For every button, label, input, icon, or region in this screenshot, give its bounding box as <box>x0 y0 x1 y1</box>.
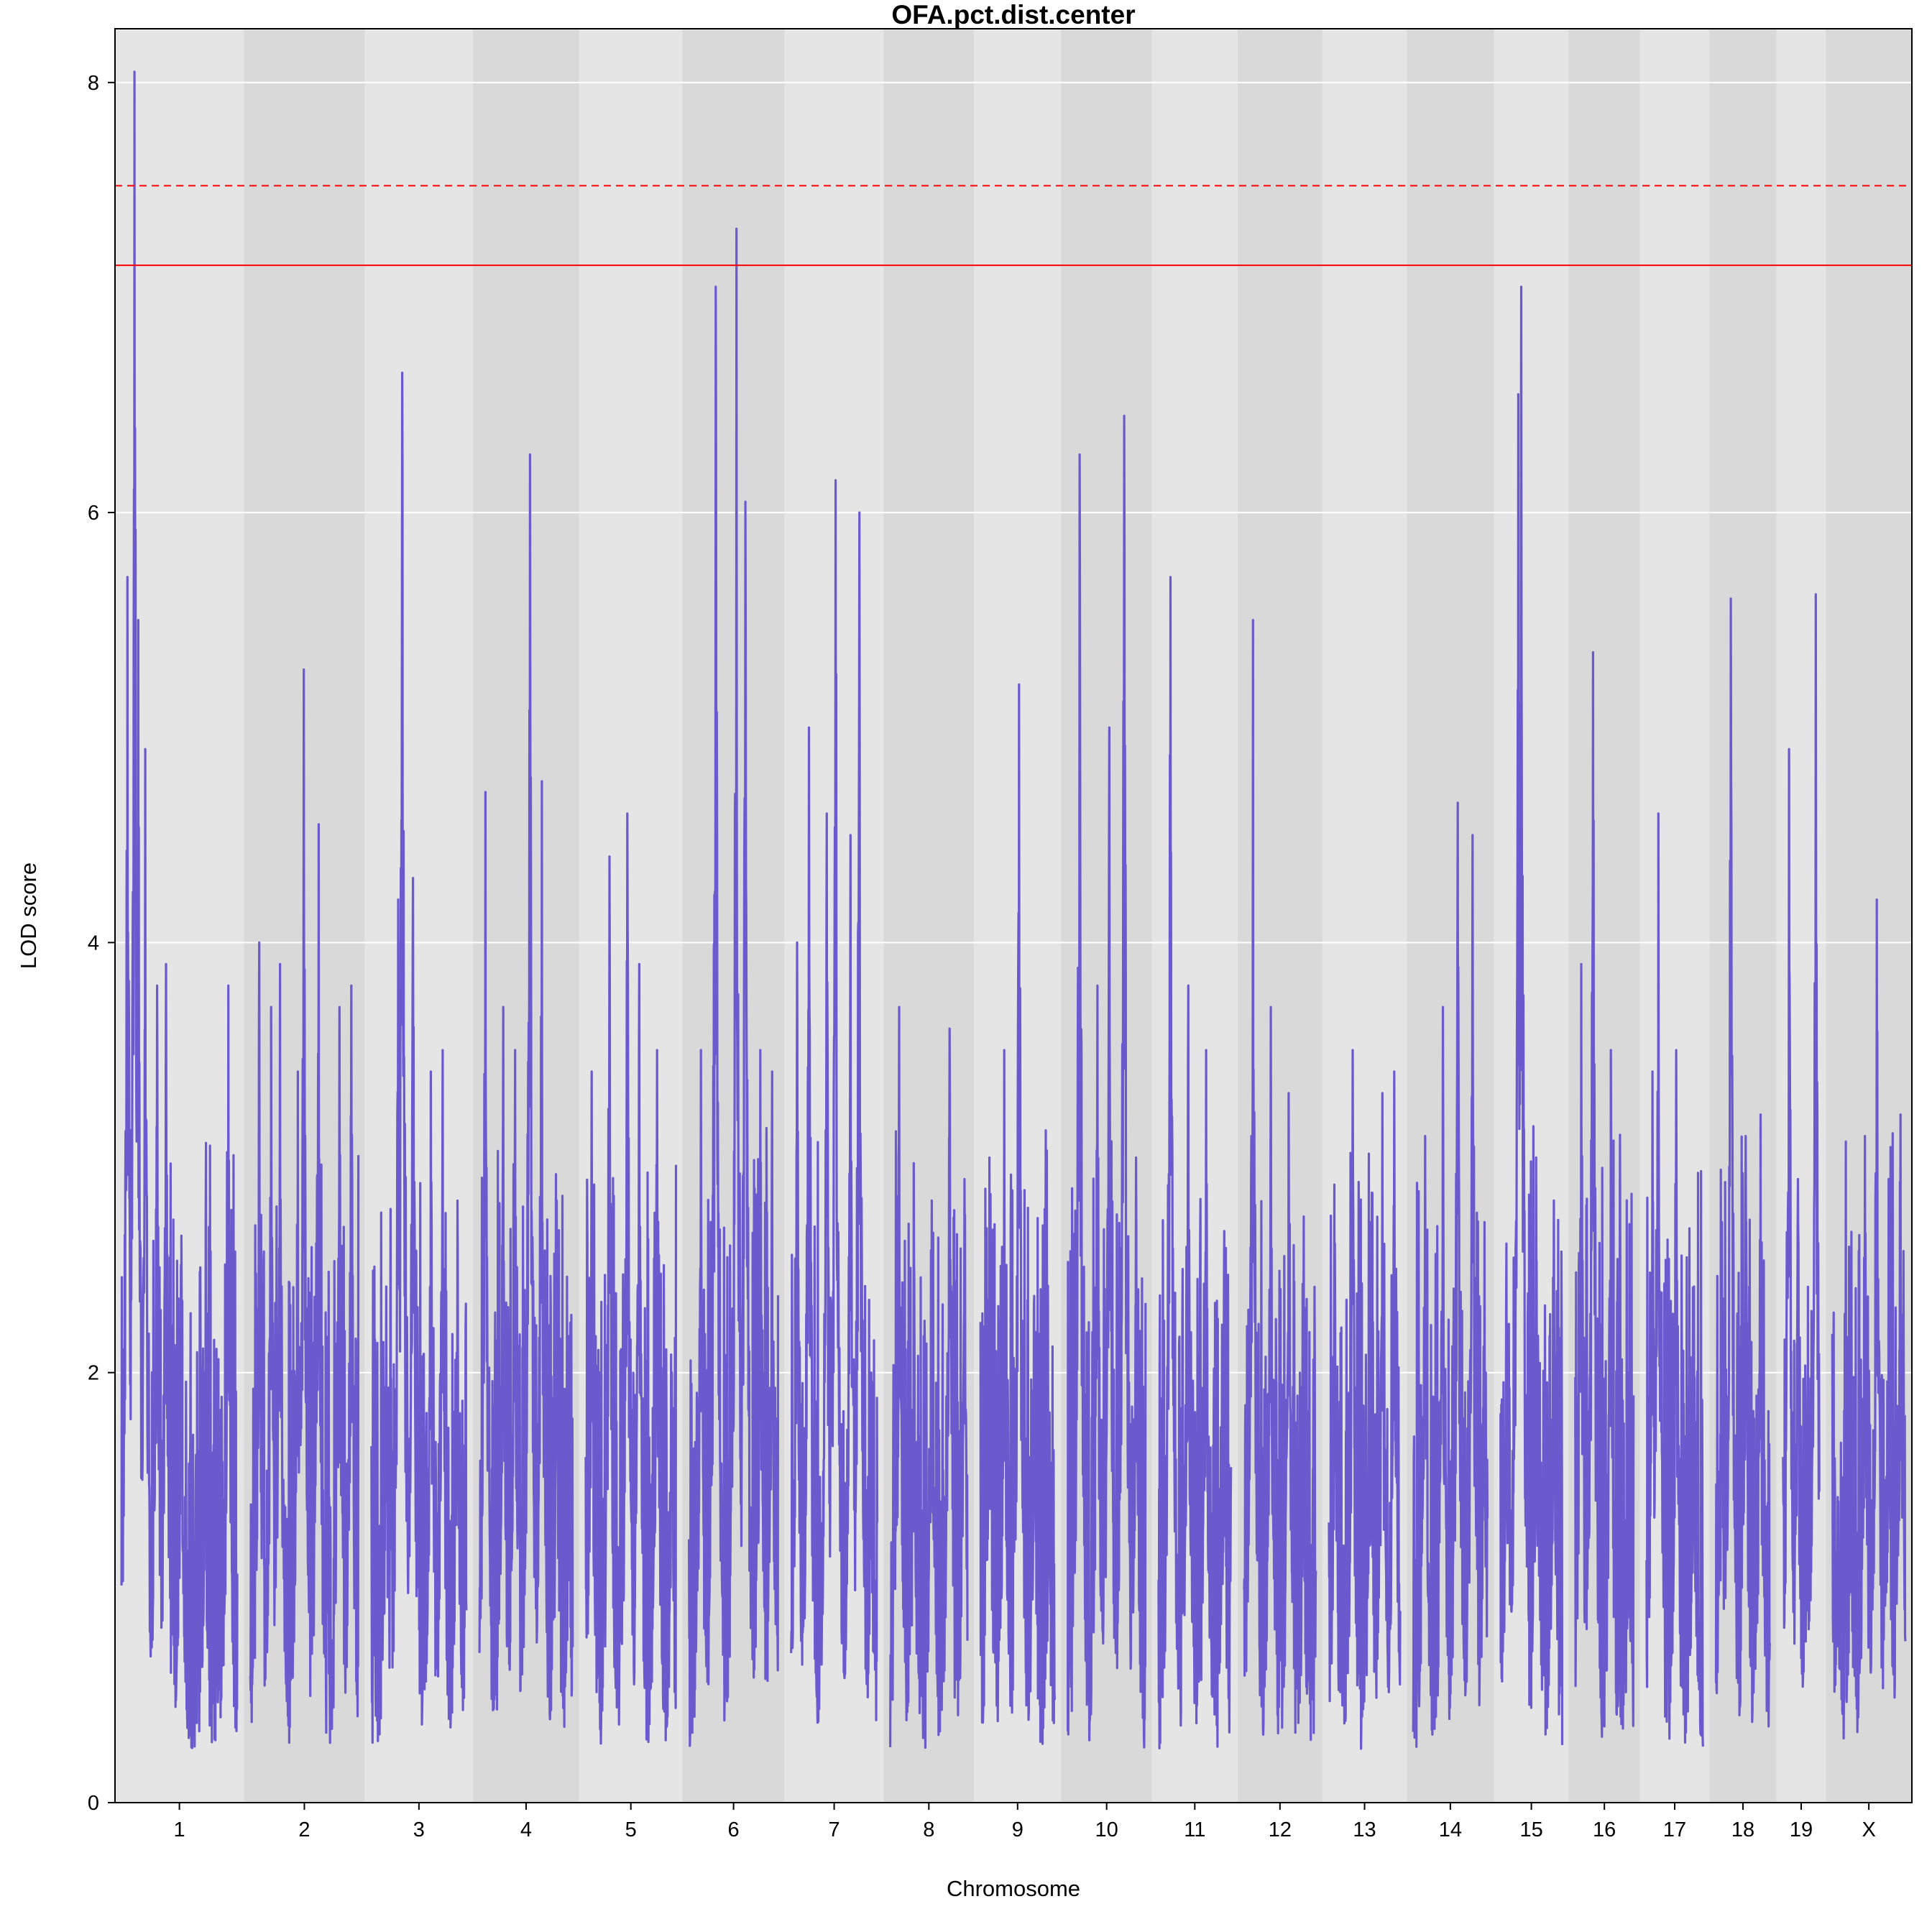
lod-line-chr-11 <box>1157 576 1233 1749</box>
x-tick-label: 3 <box>413 1818 425 1841</box>
y-tick-label: 4 <box>88 932 99 954</box>
threshold-lines <box>115 185 1912 267</box>
x-tick-label: 11 <box>1184 1818 1205 1841</box>
x-tick-label: 17 <box>1663 1818 1686 1841</box>
lod-line-chr-10 <box>1067 414 1147 1749</box>
lod-line-chr-1 <box>120 70 239 1749</box>
x-tick-label: 18 <box>1731 1818 1754 1841</box>
x-tick-label: 1 <box>174 1818 185 1841</box>
lod-line-chr-14 <box>1412 801 1489 1748</box>
lod-line-chr-7 <box>790 479 879 1724</box>
chart-title: OFA.pct.dist.center <box>891 0 1135 29</box>
x-tick-label: 16 <box>1593 1818 1616 1841</box>
x-tick-label: 9 <box>1012 1818 1024 1841</box>
x-tick-label: 8 <box>923 1818 934 1841</box>
lod-line-chr-5 <box>584 812 678 1745</box>
x-tick-label: 6 <box>728 1818 740 1841</box>
x-tick-label: 14 <box>1439 1818 1462 1841</box>
lod-line-chr-16 <box>1574 650 1635 1738</box>
lod-line-chr-15 <box>1499 285 1564 1745</box>
plot-frame <box>114 28 1913 1803</box>
x-tick-label: 19 <box>1790 1818 1813 1841</box>
y-tick-label: 2 <box>88 1362 99 1385</box>
lod-line-chr-2 <box>249 668 360 1744</box>
lod-line-chr-18 <box>1714 597 1772 1728</box>
x-tick-label: 7 <box>829 1818 840 1841</box>
lod-line-chr-4 <box>478 453 574 1728</box>
y-tick-label: 8 <box>88 72 99 95</box>
x-tick-label: 15 <box>1519 1818 1542 1841</box>
y-axis-title: LOD score <box>16 862 41 969</box>
lod-line-chr-13 <box>1328 1049 1402 1750</box>
lod-curves <box>120 70 1907 1750</box>
lod-line-chr-6 <box>688 227 780 1747</box>
x-tick-label: 13 <box>1353 1818 1376 1841</box>
x-tick-label: X <box>1862 1818 1875 1841</box>
lod-line-chr-12 <box>1243 619 1317 1742</box>
x-tick-label: 5 <box>625 1818 637 1841</box>
lod-line-chr-3 <box>370 372 468 1744</box>
lod-line-chr-17 <box>1645 812 1704 1747</box>
x-tick-label: 12 <box>1269 1818 1292 1841</box>
lod-line-chr-X <box>1831 898 1907 1740</box>
x-axis-title: Chromosome <box>947 1876 1080 1901</box>
x-tick-label: 4 <box>520 1818 532 1841</box>
lod-line-chr-8 <box>889 1006 969 1749</box>
x-tick-label: 2 <box>298 1818 310 1841</box>
y-tick-label: 0 <box>88 1792 99 1815</box>
y-tick-label: 6 <box>88 502 99 525</box>
x-axis: 1 2 3 4 5 6 7 8 9 10 11 12 13 14 15 16 17 18 19 X <box>174 1803 1876 1841</box>
y-axis: 0 2 4 6 8 <box>88 72 115 1815</box>
lod-line-chr-9 <box>979 683 1056 1745</box>
lod-line-chr-19 <box>1782 593 1821 1688</box>
x-tick-label: 10 <box>1095 1818 1118 1841</box>
